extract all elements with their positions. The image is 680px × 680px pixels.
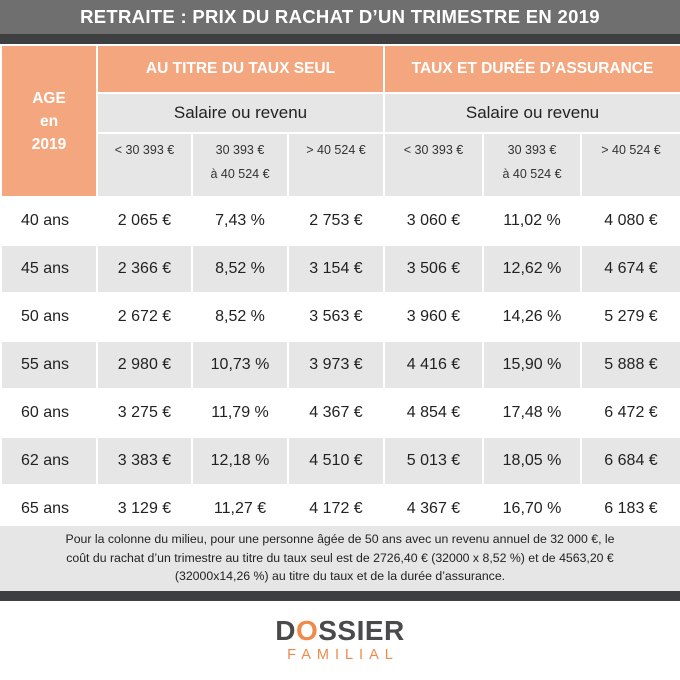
group-header-taux-duree: TAUX ET DURÉE D’ASSURANCE [383, 44, 680, 94]
range-line-1: < 30 393 € [114, 143, 175, 157]
value-cell: 3 154 € [287, 244, 385, 294]
value-cell: 11,02 % [482, 196, 582, 246]
age-cell: 65 ans [0, 484, 98, 534]
logo-wordmark: DOSSIER [0, 615, 680, 647]
value-cell: 6 472 € [580, 388, 680, 438]
value-cell: 3 563 € [287, 292, 385, 342]
range-line-1: > 40 524 € [306, 143, 366, 157]
age-cell: 62 ans [0, 436, 98, 486]
range-line-1: 30 393 € [507, 143, 557, 157]
value-cell: 5 279 € [580, 292, 680, 342]
age-cell: 50 ans [0, 292, 98, 342]
subheader-salaire-2: Salaire ou revenu [383, 92, 680, 134]
age-header-line-2: en [39, 112, 59, 130]
value-cell: 3 060 € [383, 196, 484, 246]
table-row: 60 ans 3 275 €11,79 % 4 367 €4 854 €17,48 … [0, 388, 680, 438]
group-header-taux-seul: AU TITRE DU TAUX SEUL [96, 44, 385, 94]
value-cell: 14,26 % [482, 292, 582, 342]
range-header: 30 393 € à 40 524 € [482, 132, 582, 198]
range-header: 30 393 € à 40 524 € [191, 132, 289, 198]
value-cell: 5 888 € [580, 340, 680, 390]
value-cell: 2 672 € [96, 292, 193, 342]
value-cell: 4 080 € [580, 196, 680, 246]
range-header: > 40 524 € [580, 132, 680, 198]
table-row: 50 ans 2 672 €8,52 % 3 563 €3 960 €14,26 %… [0, 292, 680, 342]
range-line-1: < 30 393 € [403, 143, 464, 157]
logo-subtitle: FAMILIAL [287, 647, 399, 663]
value-cell: 12,62 % [482, 244, 582, 294]
logo-letters: D [275, 615, 296, 646]
page-title: RETRAITE : PRIX DU RACHAT D’UN TRIMESTRE… [0, 0, 680, 34]
table-body: 40 ans 2 065 €7,43 % 2 753 €3 060 €11,02 %… [0, 196, 680, 534]
value-cell: 2 065 € [96, 196, 193, 246]
footnote: Pour la colonne du milieu, pour une pers… [0, 526, 680, 591]
logo-letters: SSIER [318, 615, 405, 646]
footnote-line: (32000x14,26 %) au titre du taux et de l… [174, 569, 506, 583]
value-cell: 4 674 € [580, 244, 680, 294]
table-row: 45 ans 2 366 €8,52 % 3 154 €3 506 €12,62 %… [0, 244, 680, 294]
range-header: < 30 393 € [383, 132, 484, 198]
top-divider [0, 34, 680, 44]
age-header-line-1: AGE [32, 89, 66, 107]
value-cell: 3 275 € [96, 388, 193, 438]
value-cell: 6 684 € [580, 436, 680, 486]
value-cell: 8,52 % [191, 292, 289, 342]
range-header: > 40 524 € [287, 132, 385, 198]
subheader-salaire-1: Salaire ou revenu [96, 92, 385, 134]
value-cell: 8,52 % [191, 244, 289, 294]
value-cell: 3 383 € [96, 436, 193, 486]
age-cell: 60 ans [0, 388, 98, 438]
value-cell: 2 980 € [96, 340, 193, 390]
range-header: < 30 393 € [96, 132, 193, 198]
value-cell: 4 854 € [383, 388, 484, 438]
table-row: 62 ans 3 383 €12,18 % 4 510 €5 013 €18,05 … [0, 436, 680, 486]
footnote-line: coût du rachat d’un trimestre au titre d… [66, 550, 614, 565]
value-cell: 4 172 € [287, 484, 385, 534]
value-cell: 4 510 € [287, 436, 385, 486]
value-cell: 2 753 € [287, 196, 385, 246]
footnote-line: Pour la colonne du milieu, pour une pers… [65, 532, 615, 546]
value-cell: 3 960 € [383, 292, 484, 342]
value-cell: 4 367 € [383, 484, 484, 534]
age-header-line-3: 2019 [31, 135, 67, 153]
range-line-1: > 40 524 € [601, 143, 661, 157]
range-line-1: 30 393 € [215, 143, 265, 157]
value-cell: 17,48 % [482, 388, 582, 438]
logo-accent-letter: O [295, 615, 319, 646]
value-cell: 5 013 € [383, 436, 484, 486]
value-cell: 3 973 € [287, 340, 385, 390]
value-cell: 3 506 € [383, 244, 484, 294]
value-cell: 6 183 € [580, 484, 680, 534]
value-cell: 4 416 € [383, 340, 484, 390]
value-cell: 10,73 % [191, 340, 289, 390]
table-row: 40 ans 2 065 €7,43 % 2 753 €3 060 €11,02 %… [0, 196, 680, 246]
value-cell: 4 367 € [287, 388, 385, 438]
value-cell: 18,05 % [482, 436, 582, 486]
value-cell: 7,43 % [191, 196, 289, 246]
value-cell: 12,18 % [191, 436, 289, 486]
age-cell: 55 ans [0, 340, 98, 390]
bottom-divider [0, 591, 680, 601]
value-cell: 15,90 % [482, 340, 582, 390]
age-header: AGE en 2019 [0, 44, 98, 198]
range-line-2: à 40 524 € [502, 167, 562, 181]
price-table: AGE en 2019 AU TITRE DU TAUX SEUL TAUX E… [0, 44, 680, 534]
table-row: 55 ans 2 980 €10,73 % 3 973 €4 416 €15,90 … [0, 340, 680, 390]
age-cell: 45 ans [0, 244, 98, 294]
value-cell: 11,79 % [191, 388, 289, 438]
brand-logo: DOSSIER FAMILIAL [0, 615, 680, 670]
table-row: 65 ans 3 129 €11,27 €4 172 €4 367 €16,70 … [0, 484, 680, 534]
age-cell: 40 ans [0, 196, 98, 246]
range-line-2: à 40 524 € [210, 167, 270, 181]
value-cell: 16,70 % [482, 484, 582, 534]
value-cell: 2 366 € [96, 244, 193, 294]
